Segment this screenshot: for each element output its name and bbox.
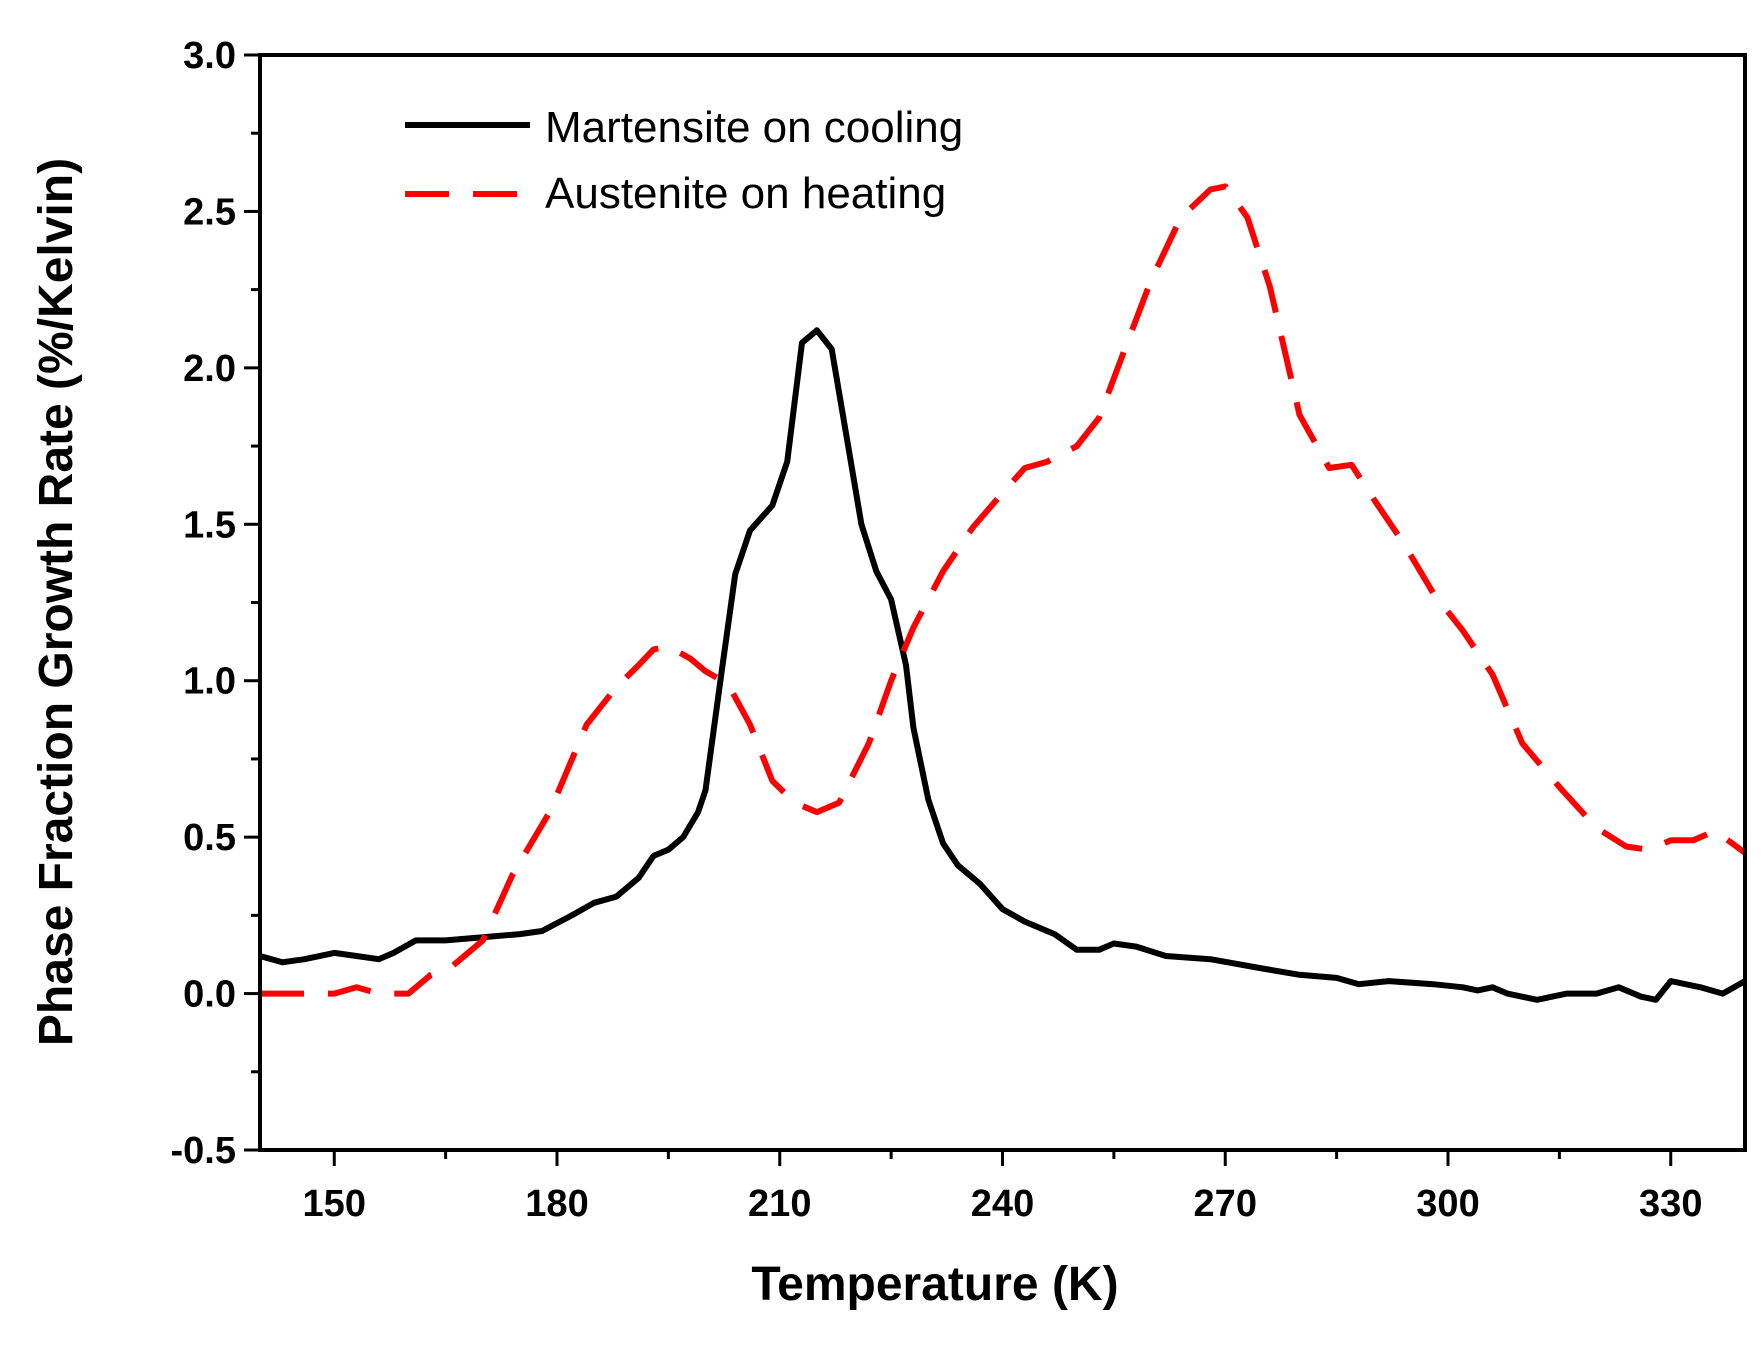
x-tick-label-240: 240 (971, 1183, 1034, 1225)
y-tick-label-3.0: 3.0 (183, 35, 236, 77)
x-tick-label-270: 270 (1194, 1183, 1257, 1225)
y-tick-label-0.5: 0.5 (183, 817, 236, 859)
legend: Martensite on cooling Austenite on heati… (405, 103, 963, 218)
legend-label-austenite: Austenite on heating (545, 169, 946, 218)
x-tick-label-150: 150 (303, 1183, 366, 1225)
y-tick-label-2.5: 2.5 (183, 191, 236, 233)
y-tick-label-1.5: 1.5 (183, 504, 236, 546)
y-tick-label-2.0: 2.0 (183, 348, 236, 390)
legend-label-martensite: Martensite on cooling (545, 103, 963, 152)
y-axis-title: Phase Fraction Growth Rate (%/Kelvin) (30, 158, 83, 1046)
plot-frame (258, 53, 1747, 1152)
y-tick-label-0.0: 0.0 (183, 974, 236, 1016)
x-tick-label-330: 330 (1639, 1183, 1702, 1225)
x-tick-label-210: 210 (748, 1183, 811, 1225)
series-line-martensite (260, 327, 1745, 1003)
x-axis-title: Temperature (K) (751, 1258, 1118, 1311)
y-tick-label-1.0: 1.0 (183, 661, 236, 703)
x-tick-label-180: 180 (525, 1183, 588, 1225)
x-tick-label-300: 300 (1416, 1183, 1479, 1225)
series-line-austenite (260, 183, 1745, 997)
y-tick-label--0.5: -0.5 (171, 1130, 236, 1172)
